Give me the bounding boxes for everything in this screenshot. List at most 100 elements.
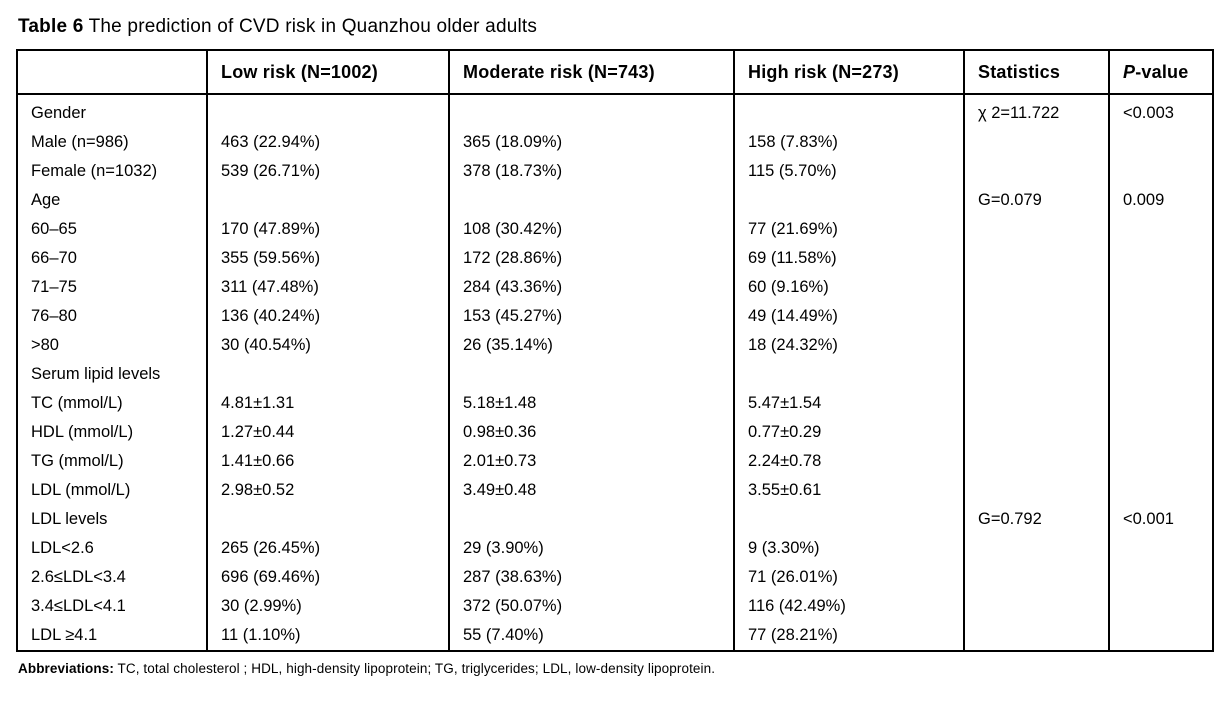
data-cell: 355 (59.56%) xyxy=(206,244,449,273)
column-header: Statistics xyxy=(963,50,1109,95)
table-row: 76–80 136 (40.24%) 153 (45.27%) 49 (14.49%) xyxy=(17,302,1213,331)
data-cell xyxy=(963,476,1109,505)
data-cell xyxy=(1108,157,1213,186)
data-cell: 108 (30.42%) xyxy=(448,215,734,244)
table-row: TC (mmol/L) 4.81±1.31 5.18±1.48 5.47±1.54 xyxy=(17,389,1213,418)
table-row: 71–75 311 (47.48%) 284 (43.36%) 60 (9.16%) xyxy=(17,273,1213,302)
data-cell: 1.41±0.66 xyxy=(206,447,449,476)
data-cell xyxy=(1108,418,1213,447)
data-cell: 77 (28.21%) xyxy=(733,621,964,651)
row-label-cell: 60–65 xyxy=(31,220,77,238)
data-cell xyxy=(963,592,1109,621)
data-cell: 71 (26.01%) xyxy=(733,563,964,592)
table-row: LDL<2.6 265 (26.45%) 29 (3.90%) 9 (3.30%) xyxy=(17,534,1213,563)
data-cell: 116 (42.49%) xyxy=(733,592,964,621)
data-cell: 284 (43.36%) xyxy=(448,273,734,302)
abbreviations-label: Abbreviations: xyxy=(18,661,114,676)
data-cell: 5.18±1.48 xyxy=(448,389,734,418)
data-cell xyxy=(206,505,449,534)
data-cell: 2.98±0.52 xyxy=(206,476,449,505)
row-label-cell: TG (mmol/L) xyxy=(31,452,124,470)
data-cell: 55 (7.40%) xyxy=(448,621,734,651)
data-cell xyxy=(206,360,449,389)
data-cell: 0.98±0.36 xyxy=(448,418,734,447)
data-cell xyxy=(963,215,1109,244)
data-cell: 378 (18.73%) xyxy=(448,157,734,186)
cvd-risk-table: Low risk (N=1002) Moderate risk (N=743) Hi… xyxy=(16,49,1214,652)
data-cell xyxy=(448,186,734,215)
data-cell: 2.24±0.78 xyxy=(733,447,964,476)
row-label-cell: LDL ≥4.1 xyxy=(31,626,98,644)
data-cell: 153 (45.27%) xyxy=(448,302,734,331)
data-cell: 696 (69.46%) xyxy=(206,563,449,592)
data-cell: 3.55±0.61 xyxy=(733,476,964,505)
data-cell xyxy=(963,621,1109,651)
row-label-cell: LDL levels xyxy=(31,510,108,528)
column-header: High risk (N=273) xyxy=(733,50,964,95)
data-cell xyxy=(733,360,964,389)
data-cell xyxy=(1108,389,1213,418)
data-cell: 0.009 xyxy=(1108,186,1213,215)
data-cell: 2.01±0.73 xyxy=(448,447,734,476)
table-row: 60–65 170 (47.89%) 108 (30.42%) 77 (21.69%) xyxy=(17,215,1213,244)
abbreviations-text: TC, total cholesterol ; HDL, high-densit… xyxy=(113,661,716,676)
data-cell xyxy=(963,244,1109,273)
data-cell xyxy=(963,418,1109,447)
data-cell xyxy=(1108,592,1213,621)
data-cell: <0.003 xyxy=(1108,94,1213,128)
data-cell: 9 (3.30%) xyxy=(733,534,964,563)
row-label-cell: HDL (mmol/L) xyxy=(31,423,134,441)
data-cell: 29 (3.90%) xyxy=(448,534,734,563)
data-cell: 372 (50.07%) xyxy=(448,592,734,621)
data-cell xyxy=(1108,534,1213,563)
row-label-cell: >80 xyxy=(31,336,59,354)
row-label-cell: 76–80 xyxy=(31,307,77,325)
row-label-cell: LDL<2.6 xyxy=(31,539,94,557)
data-cell xyxy=(963,389,1109,418)
data-cell: 77 (21.69%) xyxy=(733,215,964,244)
row-label-cell: LDL (mmol/L) xyxy=(31,481,131,499)
row-label-cell: 2.6≤LDL<3.4 xyxy=(31,568,126,586)
data-cell xyxy=(1108,331,1213,360)
column-header xyxy=(17,50,207,95)
data-cell: 11 (1.10%) xyxy=(206,621,449,651)
data-cell xyxy=(733,505,964,534)
data-cell xyxy=(1108,360,1213,389)
data-cell: 69 (11.58%) xyxy=(733,244,964,273)
table-row: 66–70 355 (59.56%) 172 (28.86%) 69 (11.58%) xyxy=(17,244,1213,273)
data-cell: 18 (24.32%) xyxy=(733,331,964,360)
table-row: Serum lipid levels xyxy=(17,360,1213,389)
data-cell: 158 (7.83%) xyxy=(733,128,964,157)
data-cell xyxy=(963,447,1109,476)
data-cell: 463 (22.94%) xyxy=(206,128,449,157)
data-cell: 5.47±1.54 xyxy=(733,389,964,418)
data-cell: 265 (26.45%) xyxy=(206,534,449,563)
data-cell xyxy=(206,94,449,128)
data-cell: G=0.079 xyxy=(963,186,1109,215)
table-row: 2.6≤LDL<3.4 696 (69.46%) 287 (38.63%) 71 (2… xyxy=(17,563,1213,592)
data-cell xyxy=(206,186,449,215)
data-cell xyxy=(963,331,1109,360)
p-value-italic-prefix: P xyxy=(1123,61,1136,82)
data-cell: G=0.792 xyxy=(963,505,1109,534)
table-row: LDL ≥4.1 11 (1.10%) 55 (7.40%) 77 (28.21%) xyxy=(17,621,1213,651)
table-header-row: Low risk (N=1002) Moderate risk (N=743) Hi… xyxy=(17,50,1213,95)
row-label-cell: TC (mmol/L) xyxy=(31,394,123,412)
row-label-cell: Serum lipid levels xyxy=(31,365,161,383)
row-label-cell: 66–70 xyxy=(31,249,77,267)
table-caption: The prediction of CVD risk in Quanzhou o… xyxy=(83,16,538,37)
data-cell: 49 (14.49%) xyxy=(733,302,964,331)
table-row: HDL (mmol/L) 1.27±0.44 0.98±0.36 0.77±0.29 xyxy=(17,418,1213,447)
data-cell xyxy=(448,94,734,128)
data-cell: 539 (26.71%) xyxy=(206,157,449,186)
data-cell xyxy=(1108,273,1213,302)
data-cell xyxy=(963,302,1109,331)
data-cell xyxy=(963,360,1109,389)
data-cell xyxy=(1108,447,1213,476)
abbreviations-note: Abbreviations: TC, total cholesterol ; H… xyxy=(18,661,1212,676)
table-row: LDL levels G=0.792 <0.001 xyxy=(17,505,1213,534)
data-cell xyxy=(963,128,1109,157)
table-row: TG (mmol/L) 1.41±0.66 2.01±0.73 2.24±0.78 xyxy=(17,447,1213,476)
data-cell xyxy=(1108,621,1213,651)
